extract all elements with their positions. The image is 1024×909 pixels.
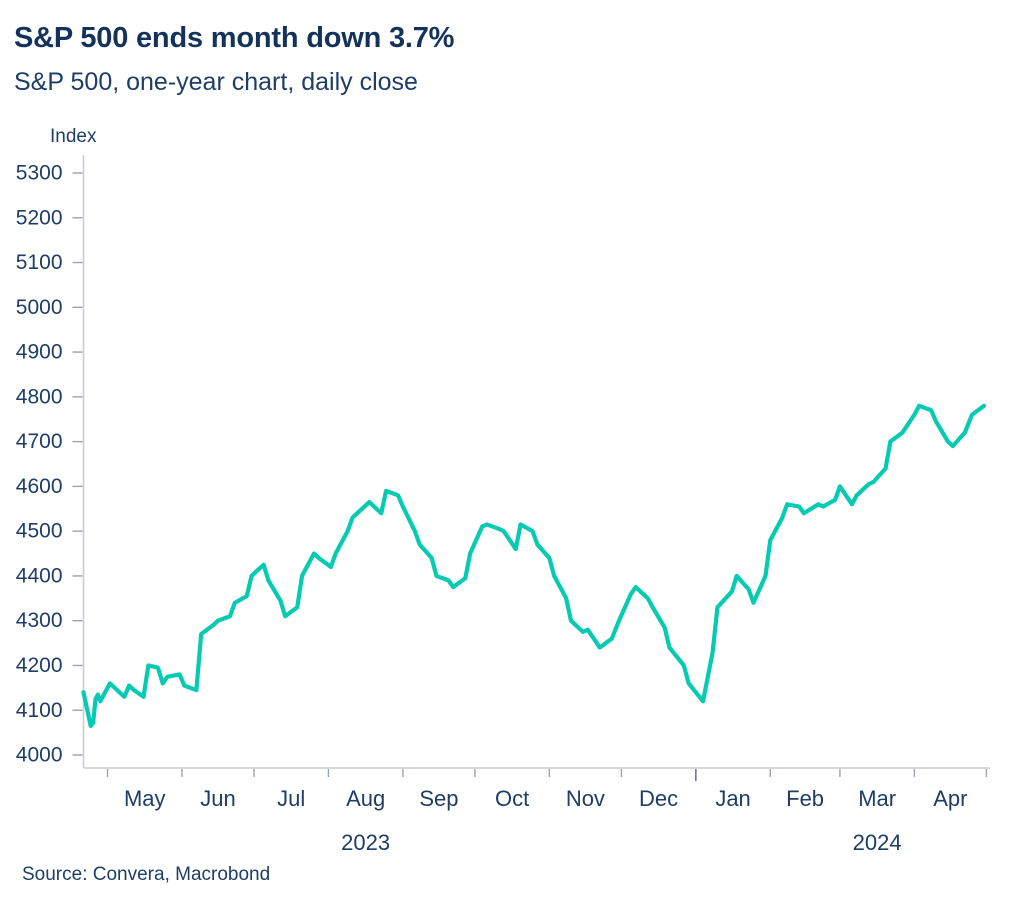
y-tick-label: 4000 <box>16 744 63 767</box>
y-tick-label: 4700 <box>16 430 63 453</box>
y-tick-label: 5100 <box>16 251 63 274</box>
y-tick-label: 4200 <box>16 654 63 677</box>
x-tick-label: Apr <box>933 786 967 811</box>
x-axis-year-labels: 2023 2024 <box>341 830 901 855</box>
y-tick-label: 5200 <box>16 206 63 229</box>
x-tick-label: Oct <box>495 786 529 811</box>
x-tick-label: Nov <box>566 786 605 811</box>
y-tick-label: 4900 <box>16 341 63 364</box>
x-axis-year-label: 2024 <box>853 830 902 855</box>
x-tick-label: May <box>124 786 166 811</box>
x-tick-label: Aug <box>346 786 385 811</box>
x-tick-label: Dec <box>639 786 678 811</box>
x-tick-label: Jul <box>277 786 305 811</box>
y-axis-title: Index <box>50 126 97 147</box>
source-note: Source: Convera, Macrobond <box>22 864 271 885</box>
chart-subtitle: S&P 500, one-year chart, daily close <box>14 68 418 96</box>
y-tick-label: 4800 <box>16 385 63 408</box>
y-tick-label: 4100 <box>16 699 63 722</box>
series-line-sp500 <box>81 403 987 728</box>
x-axis-ticks <box>106 769 988 781</box>
x-axis-labels: May Jun Jul Aug Sep Oct Nov Dec Jan Feb Mar Apr <box>124 786 968 811</box>
x-axis-year-label: 2023 <box>341 830 390 855</box>
y-tick-label: 5000 <box>16 296 63 319</box>
y-tick-label: 4400 <box>16 564 63 587</box>
y-tick-label: 4300 <box>16 609 63 632</box>
x-tick-label: Sep <box>419 786 458 811</box>
y-axis-ticks: 4000 4100 4200 4300 4400 4500 4600 4700 4800 4900… <box>16 162 83 767</box>
x-tick-label: Feb <box>786 786 824 811</box>
x-tick-label: Mar <box>858 786 896 811</box>
x-tick-label: Jun <box>200 786 235 811</box>
y-tick-label: 4600 <box>16 475 63 498</box>
page-title: S&P 500 ends month down 3.7% <box>14 22 455 54</box>
y-tick-label: 4500 <box>16 520 63 543</box>
y-tick-label: 5300 <box>16 162 63 185</box>
x-tick-label: Jan <box>715 786 750 811</box>
